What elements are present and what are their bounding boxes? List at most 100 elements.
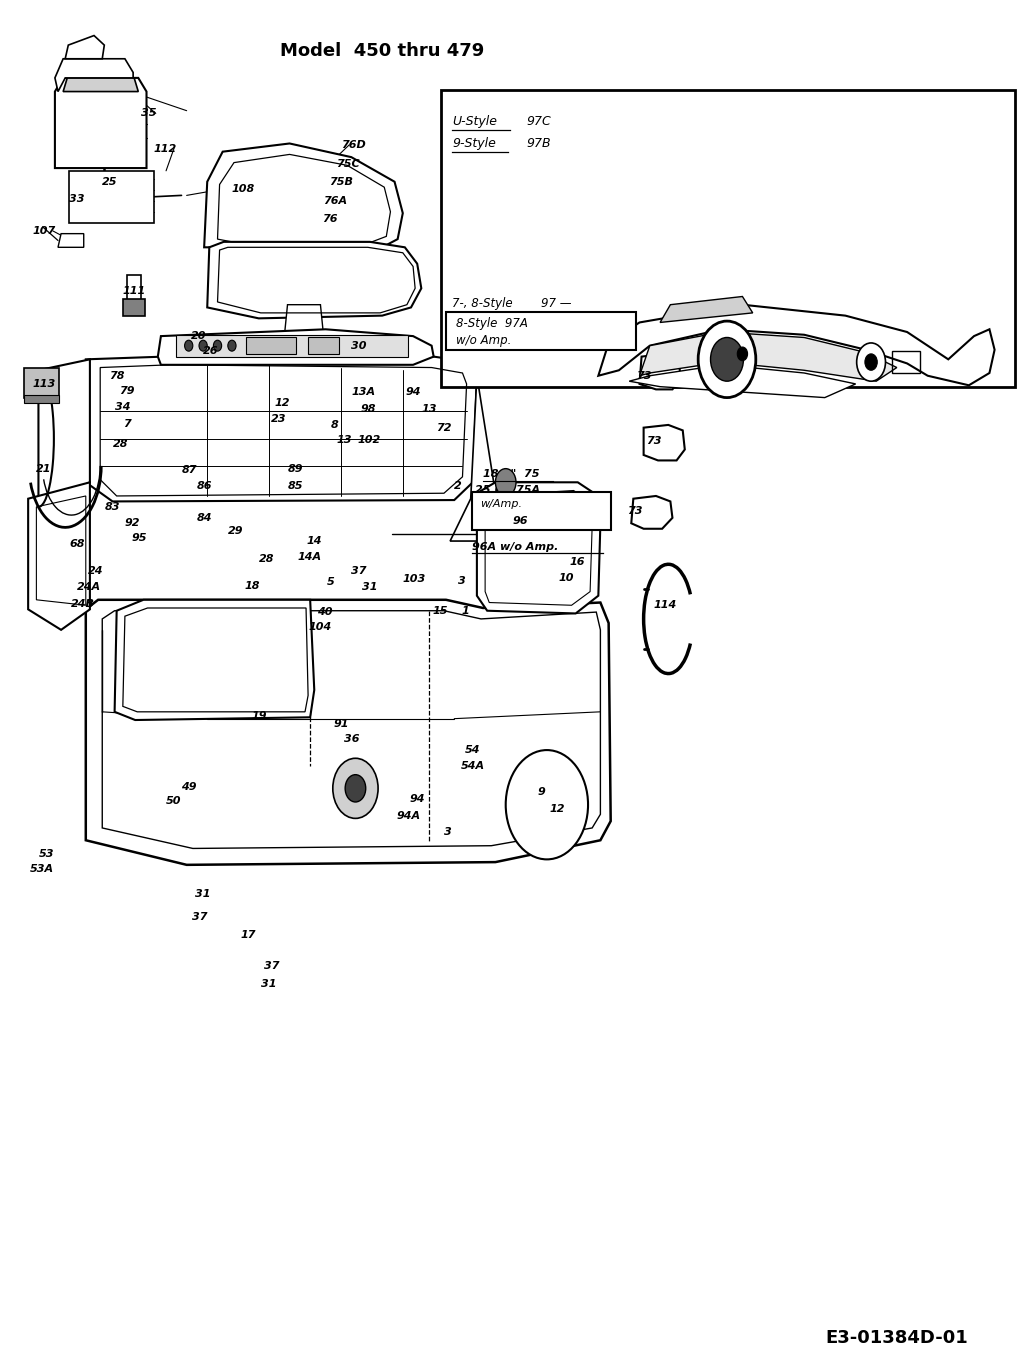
Text: 94: 94	[410, 794, 425, 804]
Text: 94A: 94A	[396, 810, 421, 820]
Polygon shape	[86, 356, 477, 501]
Text: 18: 18	[245, 580, 260, 591]
Circle shape	[857, 344, 885, 381]
Text: 83: 83	[104, 502, 120, 512]
Polygon shape	[127, 275, 141, 303]
Text: 73: 73	[646, 437, 662, 446]
Text: 9-Style: 9-Style	[452, 137, 496, 151]
Text: 7-, 8-Style: 7-, 8-Style	[452, 297, 513, 309]
Circle shape	[737, 348, 747, 360]
Text: 23: 23	[271, 415, 287, 424]
Text: 92: 92	[125, 519, 140, 528]
Text: 111: 111	[123, 286, 147, 296]
Bar	[472, 491, 611, 530]
Text: 97 —: 97 —	[541, 297, 571, 309]
Polygon shape	[477, 482, 601, 613]
Text: 37: 37	[192, 912, 207, 921]
Circle shape	[495, 468, 516, 496]
Circle shape	[214, 341, 222, 350]
Text: 113: 113	[32, 379, 56, 389]
Bar	[441, 90, 1015, 386]
Bar	[24, 367, 59, 397]
Text: 8: 8	[330, 420, 338, 430]
Text: 1: 1	[461, 605, 470, 616]
Text: 72: 72	[436, 423, 451, 433]
Bar	[309, 338, 338, 353]
Circle shape	[185, 341, 193, 350]
Circle shape	[228, 341, 236, 350]
Text: 15: 15	[432, 605, 448, 616]
Text: 37: 37	[264, 961, 280, 971]
Text: 53: 53	[38, 849, 54, 858]
Text: 79: 79	[119, 386, 134, 396]
Text: w/o Amp.: w/o Amp.	[456, 334, 512, 346]
Text: 25.0"  75A: 25.0" 75A	[475, 486, 540, 496]
Polygon shape	[69, 171, 154, 223]
Text: 54: 54	[464, 745, 480, 756]
Polygon shape	[640, 353, 681, 389]
Text: 31: 31	[261, 979, 277, 988]
Text: 7: 7	[123, 419, 131, 428]
Text: 18.5"  75: 18.5" 75	[483, 470, 540, 479]
Text: 28: 28	[112, 439, 128, 449]
Polygon shape	[640, 333, 897, 381]
Text: 75C: 75C	[335, 159, 359, 168]
Text: 73: 73	[637, 371, 652, 381]
Circle shape	[345, 775, 365, 802]
Polygon shape	[28, 482, 90, 630]
Circle shape	[332, 758, 378, 819]
Bar	[247, 338, 296, 353]
Text: 96A w/o Amp.: 96A w/o Amp.	[472, 542, 558, 552]
Polygon shape	[55, 59, 133, 92]
Text: 20: 20	[191, 331, 206, 341]
Text: 31: 31	[361, 582, 377, 593]
Text: 30: 30	[351, 341, 366, 350]
Bar	[446, 312, 637, 349]
Polygon shape	[123, 300, 146, 316]
Polygon shape	[158, 330, 433, 364]
Text: 34: 34	[115, 402, 130, 412]
Polygon shape	[58, 234, 84, 248]
Text: 97B: 97B	[526, 137, 551, 151]
Text: 91: 91	[333, 719, 349, 730]
Bar	[24, 394, 59, 402]
Text: 26: 26	[203, 346, 219, 356]
Text: 86: 86	[197, 482, 213, 491]
Text: 73: 73	[627, 507, 643, 516]
Text: 14: 14	[307, 537, 322, 546]
Text: 16: 16	[570, 557, 585, 567]
Text: 9: 9	[538, 787, 545, 797]
Text: 84: 84	[197, 513, 213, 523]
Polygon shape	[632, 496, 673, 528]
Text: 68: 68	[69, 539, 85, 549]
Text: Model  450 thru 479: Model 450 thru 479	[280, 41, 484, 60]
Text: 98: 98	[360, 404, 376, 413]
Polygon shape	[630, 364, 856, 397]
Polygon shape	[207, 242, 421, 319]
Text: w/Amp.: w/Amp.	[452, 314, 496, 326]
Text: 49: 49	[182, 782, 197, 793]
Text: 24: 24	[88, 567, 103, 576]
Circle shape	[506, 750, 588, 860]
Text: 31: 31	[195, 888, 211, 898]
Text: 3: 3	[458, 576, 466, 586]
Text: 9: 9	[490, 497, 498, 507]
Text: 11: 11	[553, 509, 569, 519]
Polygon shape	[38, 359, 90, 507]
Text: 78: 78	[109, 371, 125, 381]
Text: 13: 13	[421, 404, 437, 413]
Text: 25: 25	[102, 177, 118, 186]
Circle shape	[710, 338, 743, 381]
Text: 96: 96	[513, 516, 528, 526]
Text: 8-Style  97A: 8-Style 97A	[456, 318, 528, 330]
Text: 102: 102	[357, 435, 381, 445]
Text: 19: 19	[252, 711, 267, 721]
Text: 50: 50	[166, 795, 182, 805]
Polygon shape	[63, 78, 138, 92]
Polygon shape	[644, 424, 685, 460]
Text: 107: 107	[32, 226, 56, 235]
Text: 89: 89	[288, 464, 303, 474]
Polygon shape	[599, 305, 995, 385]
Text: 3: 3	[444, 827, 452, 836]
Text: 40: 40	[318, 606, 333, 617]
